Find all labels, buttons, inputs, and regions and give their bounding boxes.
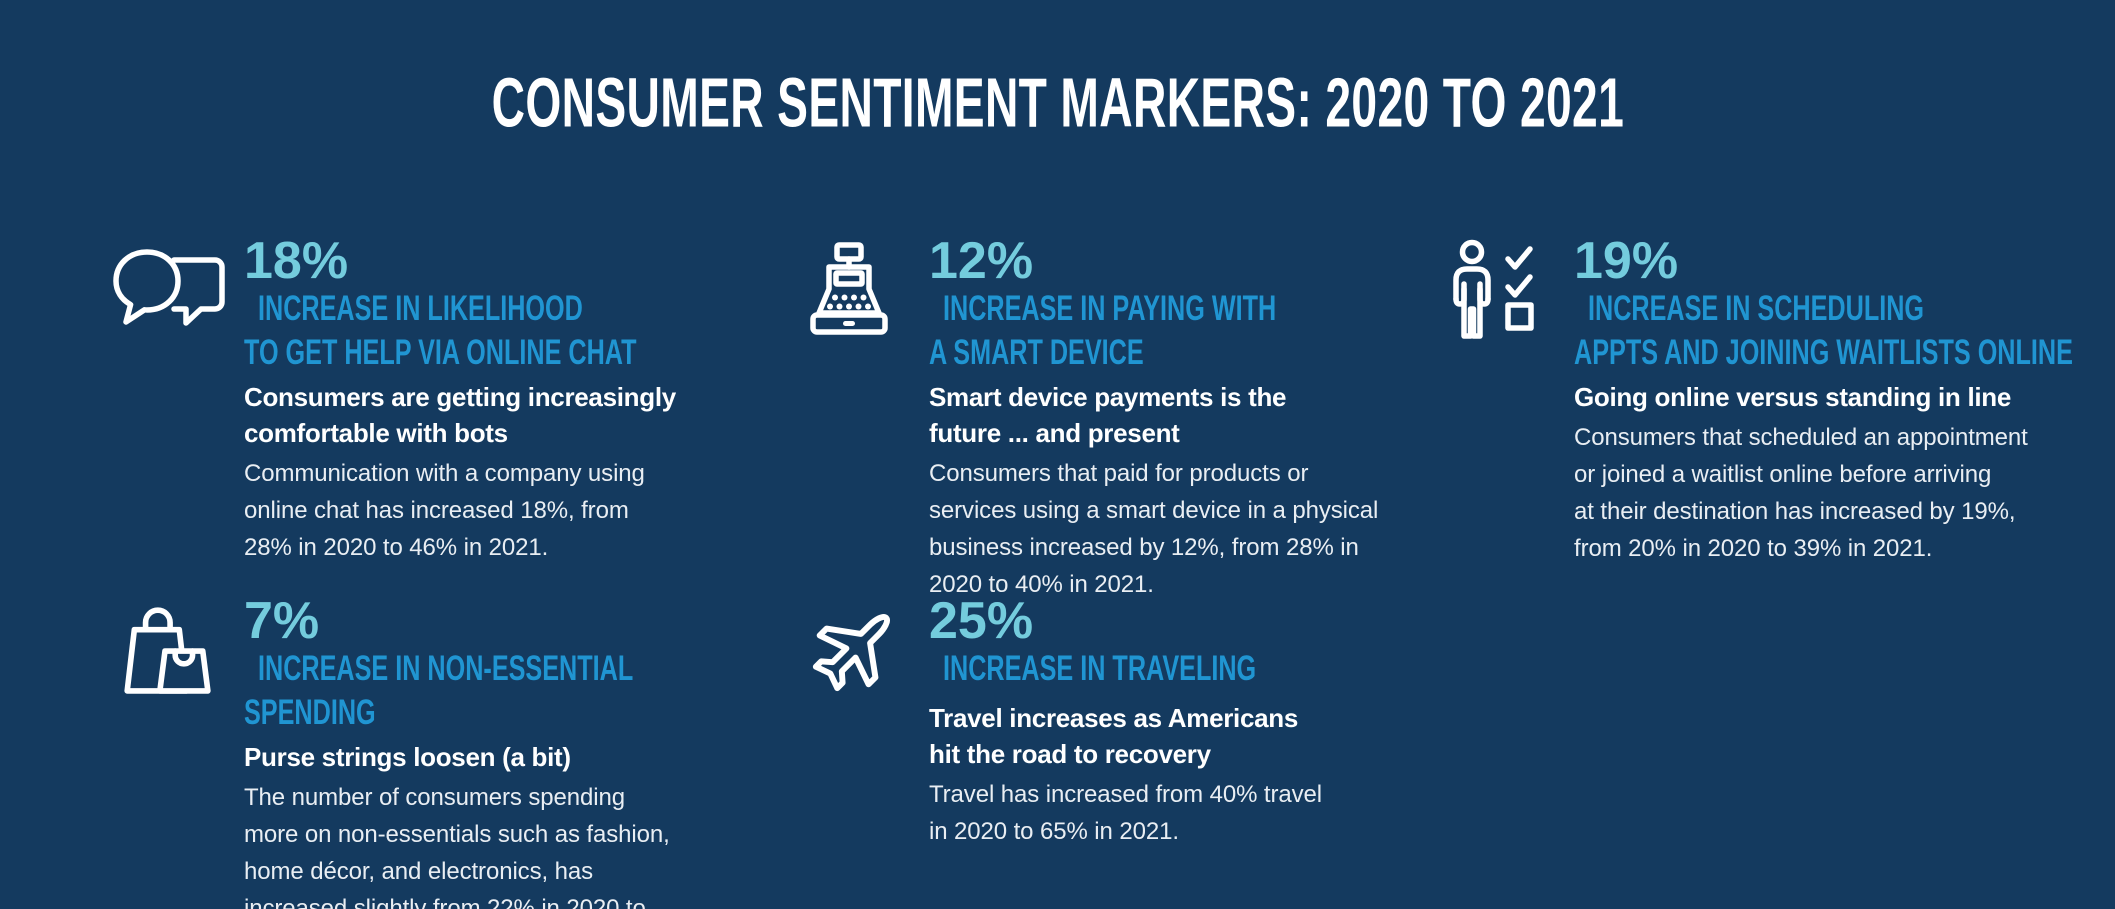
stat-headline: 25%INCREASE IN TRAVELING — [929, 592, 1442, 693]
stat-label-line1: INCREASE IN SCHEDULING — [1588, 289, 1925, 328]
chat-bubbles-icon — [112, 237, 244, 331]
stat-heading: Consumers are getting increasingly comfo… — [244, 382, 676, 448]
stat-body: The number of consumers spending more on… — [244, 784, 670, 909]
stat-heading: Going online versus standing in line — [1574, 382, 2012, 412]
stat-heading: Travel increases as Americans hit the ro… — [929, 703, 1299, 769]
stat-online-chat: 18%INCREASE IN LIKELIHOOD TO GET HELP VI… — [112, 232, 797, 597]
title-bar: CONSUMER SENTIMENT MARKERS: 2020 TO 2021 — [0, 62, 2115, 141]
shopping-bags-icon — [112, 597, 244, 695]
stat-text: 19%INCREASE IN SCHEDULING APPTS AND JOIN… — [1574, 232, 2082, 567]
stat-headline: 12%INCREASE IN PAYING WITH A SMART DEVIC… — [929, 232, 1442, 372]
stat-headline: 18%INCREASE IN LIKELIHOOD TO GET HELP VI… — [244, 232, 797, 372]
stat-percent: 12% — [929, 232, 1034, 290]
stat-percent: 7% — [244, 592, 320, 650]
stat-percent: 25% — [929, 592, 1034, 650]
stat-scheduling-online: 19%INCREASE IN SCHEDULING APPTS AND JOIN… — [1442, 232, 2082, 597]
stat-label-line2: TO GET HELP VIA ONLINE CHAT — [244, 333, 637, 372]
stat-label-line1: INCREASE IN NON-ESSENTIAL — [258, 649, 634, 688]
stat-body: Travel has increased from 40% travel in … — [929, 781, 1323, 845]
stat-heading: Smart device payments is the future ... … — [929, 382, 1287, 448]
stat-label-line1: INCREASE IN PAYING WITH — [943, 289, 1277, 328]
stat-text: 25%INCREASE IN TRAVELING Travel increase… — [929, 592, 1442, 850]
stat-body: Communication with a company using onlin… — [244, 460, 645, 561]
stat-text: 12%INCREASE IN PAYING WITH A SMART DEVIC… — [929, 232, 1442, 603]
stat-label-line2: SPENDING — [244, 693, 376, 732]
stat-headline: 19%INCREASE IN SCHEDULING APPTS AND JOIN… — [1574, 232, 2082, 372]
stat-label-line2: APPTS AND JOINING WAITLISTS ONLINE — [1574, 333, 2073, 372]
stat-percent: 18% — [244, 232, 349, 290]
stat-percent: 19% — [1574, 232, 1679, 290]
stat-text: 18%INCREASE IN LIKELIHOOD TO GET HELP VI… — [244, 232, 797, 566]
stat-smart-device: 12%INCREASE IN PAYING WITH A SMART DEVIC… — [797, 235, 1442, 598]
stat-label-line2: A SMART DEVICE — [929, 333, 1144, 372]
stat-body: Consumers that scheduled an appointment … — [1574, 424, 2028, 562]
airplane-icon — [797, 597, 929, 707]
stat-label-line1: INCREASE IN LIKELIHOOD — [258, 289, 583, 328]
stat-body: Consumers that paid for products or serv… — [929, 460, 1379, 598]
stat-heading: Purse strings loosen (a bit) — [244, 742, 571, 772]
stat-text: 7%INCREASE IN NON-ESSENTIAL SPENDING Pur… — [244, 592, 797, 909]
person-checklist-icon — [1442, 237, 1574, 349]
stats-grid: 18%INCREASE IN LIKELIHOOD TO GET HELP VI… — [112, 232, 2082, 909]
page-title: CONSUMER SENTIMENT MARKERS: 2020 TO 2021 — [491, 63, 1624, 142]
stat-label-line1: INCREASE IN TRAVELING — [943, 649, 1257, 688]
stat-nonessential-spending: 7%INCREASE IN NON-ESSENTIAL SPENDING Pur… — [112, 592, 797, 909]
stat-traveling: 25%INCREASE IN TRAVELING Travel increase… — [797, 592, 1442, 909]
stat-headline: 7%INCREASE IN NON-ESSENTIAL SPENDING — [244, 592, 797, 732]
cash-register-icon — [797, 237, 929, 339]
